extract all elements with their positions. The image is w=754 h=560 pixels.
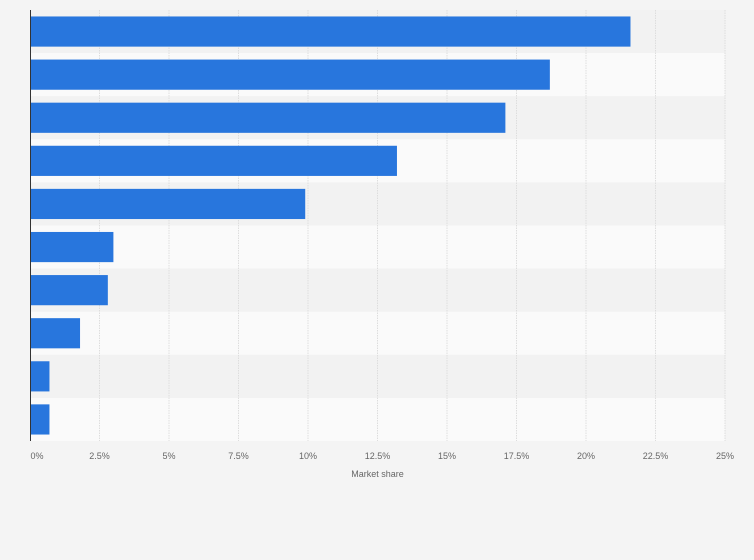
row-band <box>30 397 725 441</box>
bar <box>30 59 550 90</box>
x-tick-label: 15% <box>438 451 456 461</box>
x-tick-label: 5% <box>162 451 175 461</box>
bar <box>30 361 50 392</box>
bar <box>30 145 397 176</box>
bars <box>30 16 631 435</box>
x-tick-labels: 0% 2.5% 5% 7.5% 10% 12.5% 15% 17.5% 20% 22.5% 25% <box>30 451 734 461</box>
x-tick-label: 10% <box>299 451 317 461</box>
bar <box>30 231 114 263</box>
bar <box>30 404 50 435</box>
x-tick-label: 0% <box>30 451 43 461</box>
gridlines <box>99 10 726 441</box>
x-tick-label: 25% <box>716 451 734 461</box>
bar <box>30 188 306 220</box>
x-tick-label: 7.5% <box>228 451 249 461</box>
x-tick-label: 20% <box>577 451 595 461</box>
bar <box>30 16 631 47</box>
row-band <box>30 225 725 269</box>
bar <box>30 102 506 133</box>
x-tick-label: 17.5% <box>504 451 530 461</box>
bar <box>30 318 81 349</box>
bar <box>30 275 108 306</box>
x-tick-label: 2.5% <box>89 451 110 461</box>
x-tick-label: 12.5% <box>365 451 391 461</box>
x-tick-label: 22.5% <box>643 451 669 461</box>
x-axis-title: Market share <box>351 469 404 479</box>
